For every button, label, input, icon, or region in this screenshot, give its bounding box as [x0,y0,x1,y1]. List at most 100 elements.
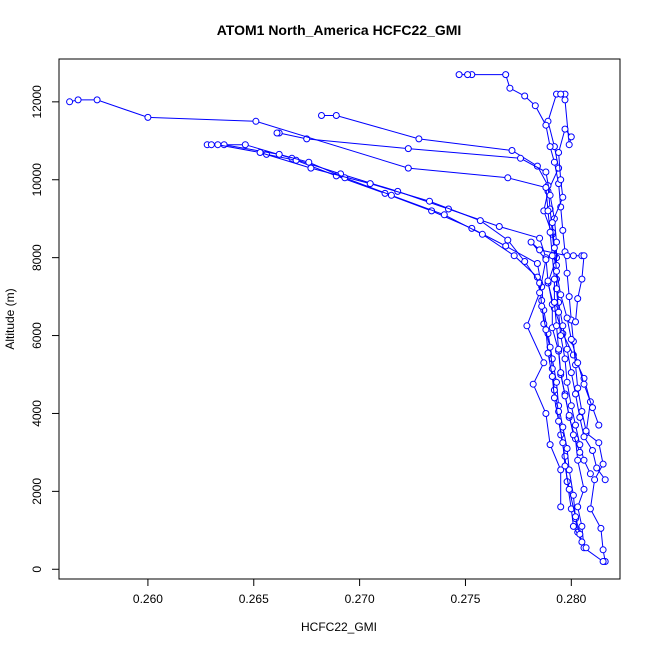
data-point [591,476,599,484]
series-line [69,99,581,453]
data-point [565,411,573,419]
data-point [580,433,588,441]
data-point [557,369,565,377]
data-point [495,223,503,230]
data-point [527,238,535,246]
data-point [559,439,567,447]
plot-area [58,58,621,580]
data-point [572,318,579,326]
data-point [589,447,596,454]
data-point [546,191,554,199]
y-tick-label: 4000 [30,400,44,427]
y-axis: 0 2000 4000 6000 8000 10000 12000 [30,85,60,573]
data-point [521,92,529,100]
data-point [93,96,101,104]
x-tick-label: 0.275 [450,592,480,606]
data-point [546,441,554,449]
data-point [578,538,586,546]
series-line [211,144,583,543]
data-point [555,345,563,353]
data-point [574,295,582,303]
data-point [599,460,607,468]
data-point [574,384,582,392]
data-point [557,332,565,340]
data-point [502,242,510,250]
data-point [415,135,423,143]
data-point [404,145,412,153]
data-point [601,476,609,484]
data-point [542,326,550,334]
x-tick-label: 0.280 [556,592,586,606]
data-point [561,392,569,400]
x-tick-label: 0.270 [345,592,375,606]
data-point [523,322,531,330]
data-point [589,404,596,412]
data-point [578,275,586,283]
data-point [550,394,558,402]
data-point [561,96,569,104]
data-point [578,522,586,530]
data-point [599,558,607,565]
data-point [553,267,560,275]
data-point [66,98,74,106]
data-point [550,244,558,252]
profile-series [273,129,594,478]
data-point [567,133,575,141]
data-point [550,158,558,166]
data-point [582,544,590,552]
data-point [550,386,558,394]
data-point [544,349,552,357]
y-tick-label: 10000 [30,163,44,197]
data-point [574,456,582,464]
data-point [563,252,571,260]
series-layer [66,71,609,565]
data-point [569,522,577,530]
data-point [550,298,558,306]
data-point [563,314,571,322]
data-point [542,121,550,129]
data-point [563,445,571,452]
data-point [536,289,544,297]
data-point [559,226,567,234]
data-point [561,125,569,133]
data-point [533,260,541,267]
data-point [580,252,588,260]
data-point [593,464,601,472]
data-point [580,485,588,493]
data-point [318,112,325,119]
data-point [553,322,560,330]
data-point [572,513,579,521]
data-point [561,462,569,470]
data-point [572,421,579,429]
series-line [207,144,604,562]
data-point [563,378,571,386]
data-point [521,258,529,265]
data-point [555,149,563,156]
data-point [563,269,571,277]
data-point [561,452,569,460]
data-point [542,168,550,176]
data-point [332,112,340,119]
data-point [214,141,222,149]
data-point [555,308,563,316]
data-point [542,184,550,191]
y-tick-label: 8000 [30,244,44,271]
data-point [578,408,586,415]
data-point [275,150,283,158]
data-point [426,197,433,205]
data-point [546,228,554,236]
data-point [555,164,563,172]
data-point [540,320,548,328]
data-point [504,236,512,244]
y-axis-label: Altitude (m) [3,288,17,349]
data-point [538,302,546,310]
data-point [557,90,565,98]
profile-series [263,150,590,552]
data-point [510,252,518,260]
data-point [557,291,565,299]
data-point [567,369,575,377]
data-point [576,413,584,421]
data-point [74,96,82,104]
data-point [504,174,512,182]
